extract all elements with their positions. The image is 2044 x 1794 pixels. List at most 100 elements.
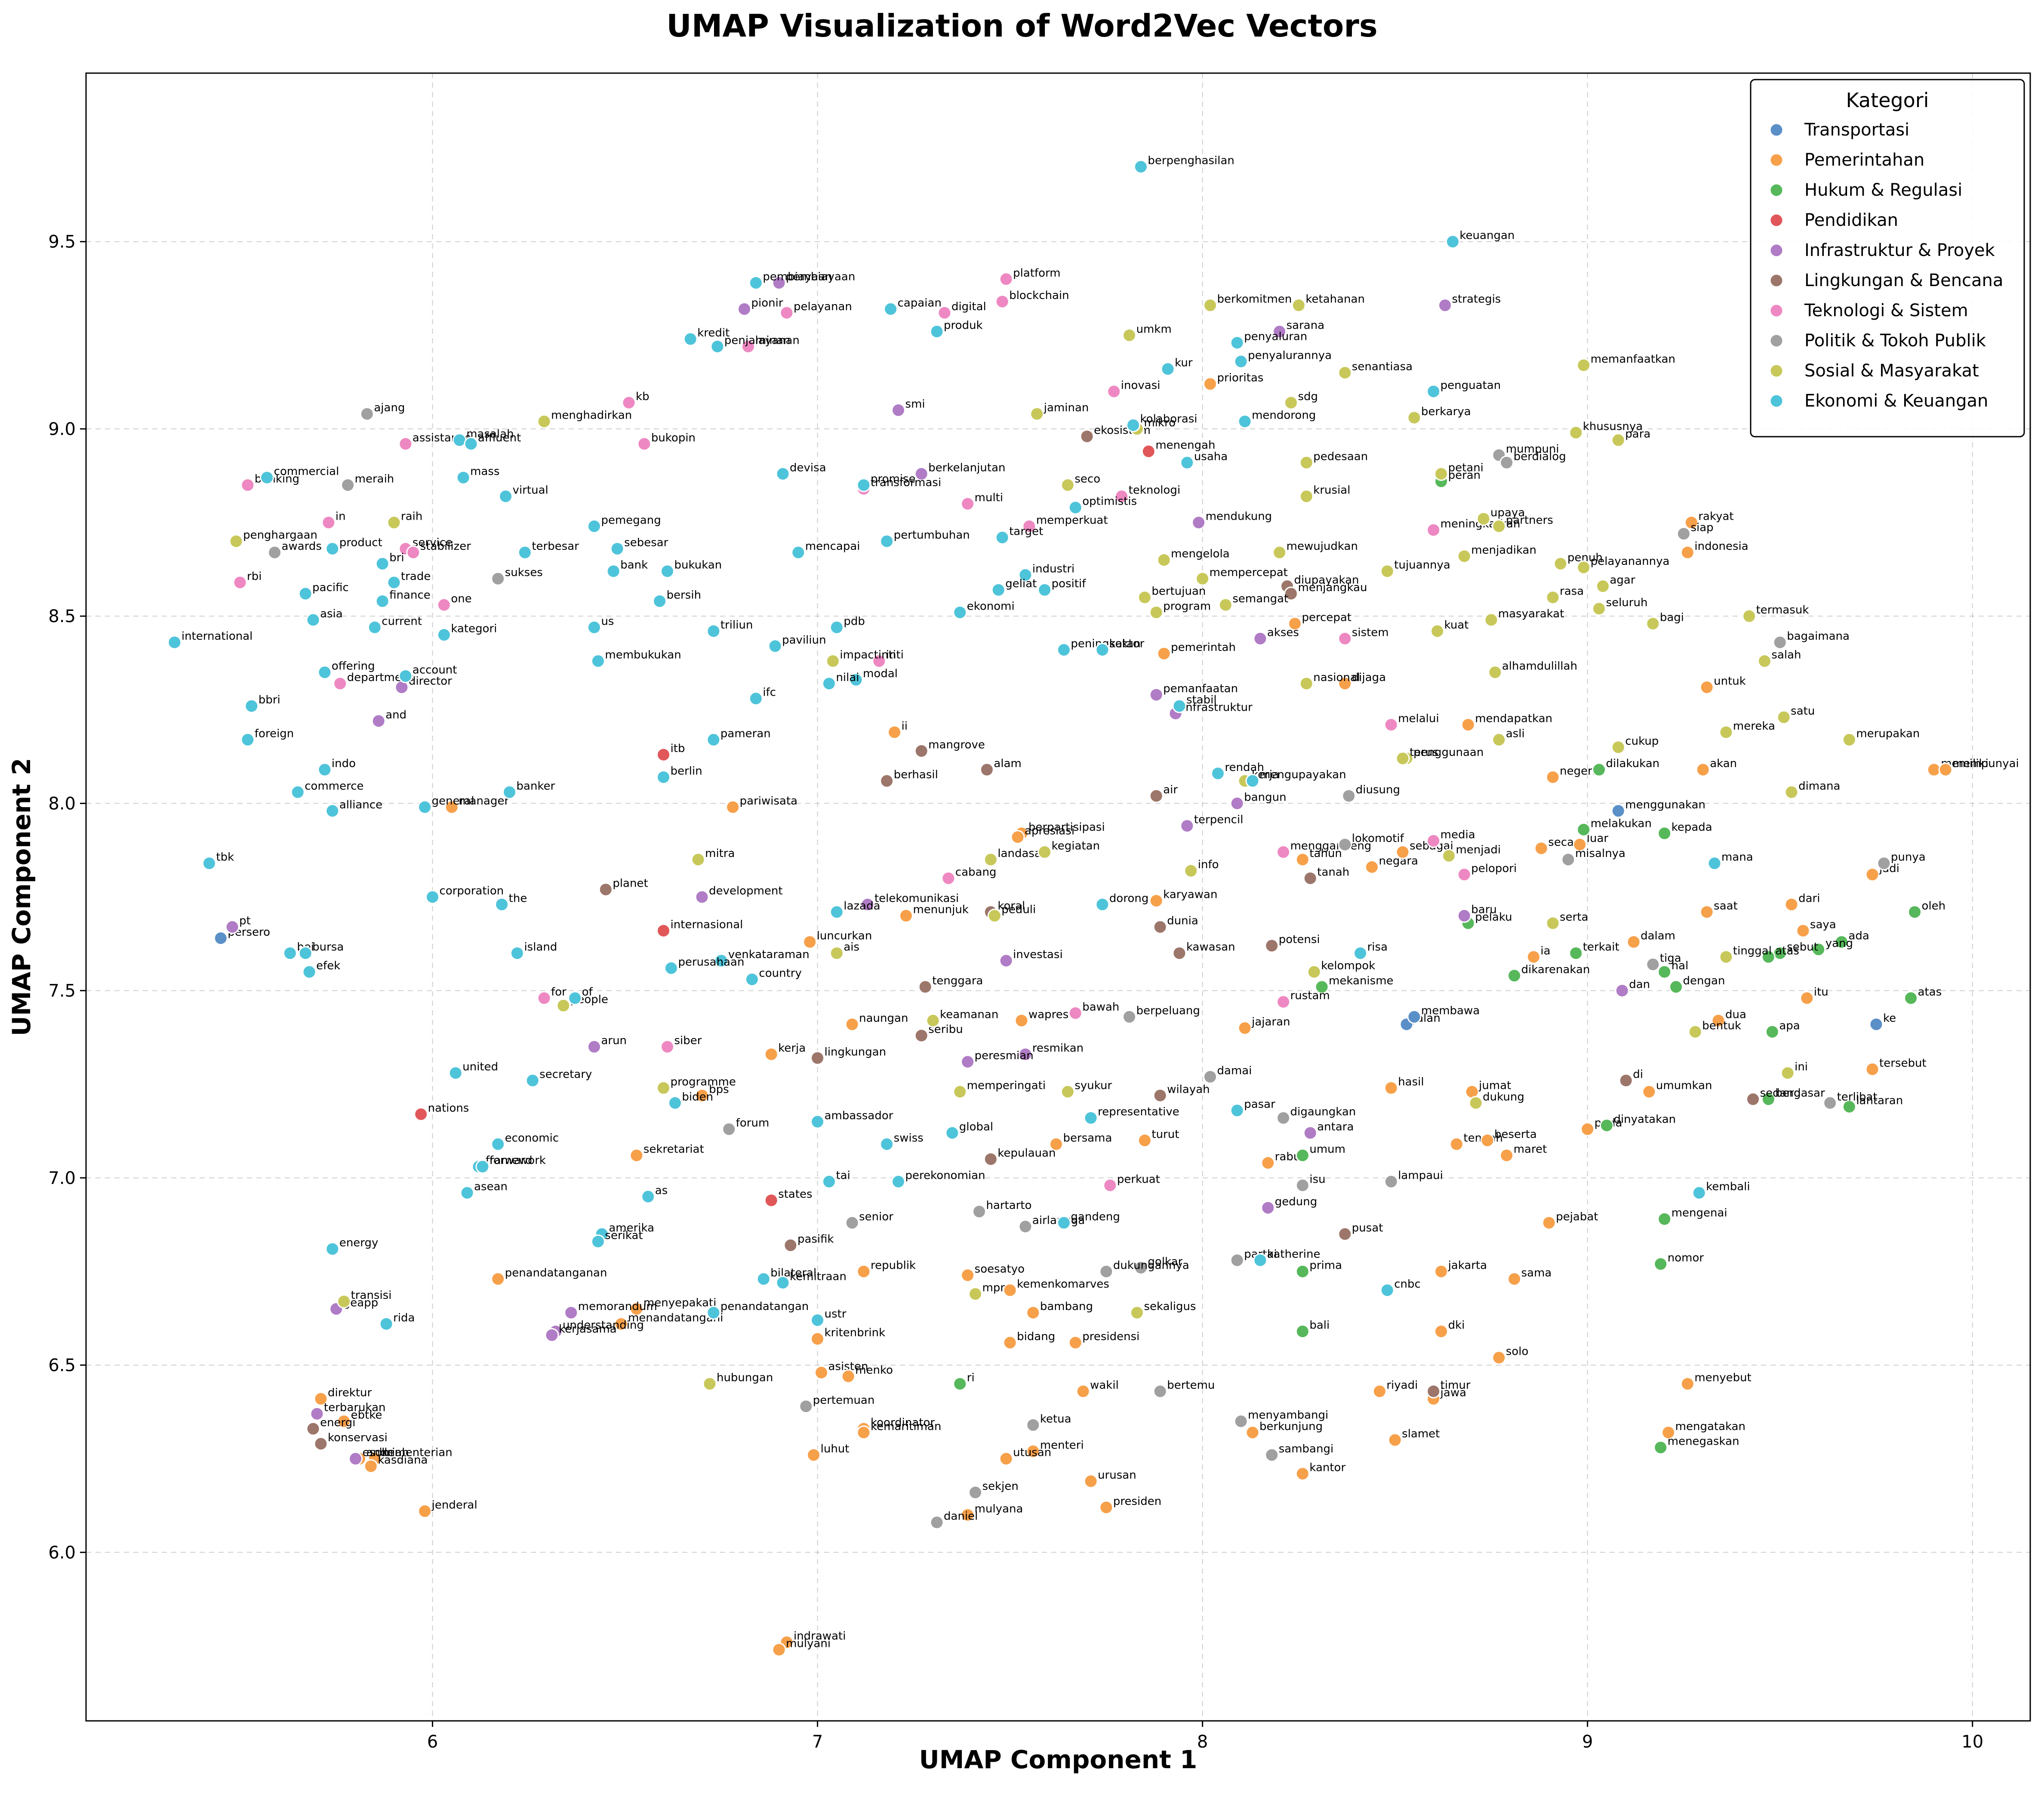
data-point [1299,489,1314,504]
point-label: wakil [1090,1379,1119,1392]
data-point [960,1054,975,1069]
legend-entry: Lingkungan & Bencana [1804,271,2003,290]
point-label: energy [339,1236,379,1249]
point-label: melakukan [1591,817,1652,830]
point-label: pelayanannya [1591,555,1670,568]
data-point [1719,725,1733,740]
point-label: global [959,1120,993,1133]
data-point [822,1174,836,1189]
point-label: akses [1267,626,1299,639]
data-point [683,332,698,346]
data-point [968,1485,983,1500]
data-point [510,946,524,961]
legend-entry: Sosial & Masyarakat [1804,361,1979,381]
point-label: partners [1506,514,1553,527]
data-point [1784,785,1799,799]
data-point [387,515,401,530]
data-point [764,1047,779,1062]
point-label: rbi [247,570,262,583]
point-label: wapres [1028,1008,1068,1021]
data-point [1245,1425,1260,1440]
point-label: mempunyai [1952,757,2019,770]
point-label: mencapai [805,540,860,553]
point-label: sukses [505,566,543,579]
x-tick-label: 7 [812,1732,823,1752]
data-point [1380,564,1394,579]
data-point [1272,324,1287,339]
data-point [768,639,782,653]
data-point [1611,740,1625,755]
point-label: bali [1309,1319,1330,1332]
data-point [610,541,625,556]
point-label: rida [393,1311,415,1324]
data-point [1619,1073,1633,1088]
data-point [375,556,390,571]
point-label: kategori [451,623,497,635]
point-label: senantiasa [1352,360,1413,373]
data-point [360,407,374,421]
point-label: pedesaan [1313,450,1368,463]
data-point [776,1276,790,1290]
point-label: atas [1918,986,1942,999]
point-label: berkunjung [1259,1420,1323,1433]
point-label: presidensi [1082,1330,1139,1343]
point-label: sedang [1760,1087,1801,1100]
data-point [1796,923,1810,938]
point-label: pionir [751,296,783,309]
point-label: mendapatkan [1475,712,1552,725]
point-label: asia [320,607,343,620]
point-label: usaha [1194,450,1228,463]
point-label: in [336,510,346,523]
data-point [1060,1085,1075,1099]
point-label: pemanfaatan [1163,682,1238,695]
point-label: dijaga [1352,671,1386,684]
data-point [1542,1215,1556,1230]
point-label: yang [1825,937,1853,950]
data-point [321,515,336,530]
data-point [1153,1384,1167,1399]
data-point [664,961,678,975]
data-point [810,1332,825,1346]
data-point [918,980,933,994]
data-point [1653,1257,1668,1271]
point-label: industri [1032,562,1074,575]
point-label: ekonomi [967,600,1015,613]
point-label: sektor [1109,638,1145,650]
point-label: kritenbrink [825,1326,886,1339]
point-label: diusung [1356,783,1400,796]
data-point [1099,1264,1114,1279]
point-label: transformasi [871,476,941,489]
data-point [953,1085,967,1099]
point-label: penjaminan [724,334,791,347]
point-label: sambangi [1279,1443,1333,1455]
point-label: jaminan [1044,401,1089,414]
point-label: potensi [1279,933,1320,946]
point-label: tahun [1309,847,1342,860]
data-point [1569,425,1583,440]
data-point [1276,1111,1291,1125]
point-label: economic [505,1132,559,1145]
point-label: direktur [328,1386,372,1399]
data-point [406,545,421,560]
data-point [591,654,605,669]
point-label: koral [997,900,1025,912]
data-point [1056,643,1071,657]
data-point [1707,856,1722,871]
point-label: perekonomian [905,1169,985,1182]
point-label: maret [1514,1143,1547,1156]
data-point [1353,946,1368,961]
data-point [437,628,451,642]
point-label: menghadirkan [551,409,632,422]
point-label: membawa [1421,1005,1480,1017]
point-label: tenggara [932,974,983,987]
point-label: baru [1471,903,1497,916]
data-point [1107,384,1121,399]
data-point [1699,680,1714,695]
point-label: semangat [1232,592,1288,605]
data-point [1003,1335,1017,1350]
point-label: mekanisme [1329,974,1393,987]
data-point [1576,560,1591,575]
legend-entry: Hukum & Regulasi [1804,180,1962,200]
x-axis-label: UMAP Component 1 [919,1745,1197,1774]
point-label: dilakukan [1606,757,1660,770]
